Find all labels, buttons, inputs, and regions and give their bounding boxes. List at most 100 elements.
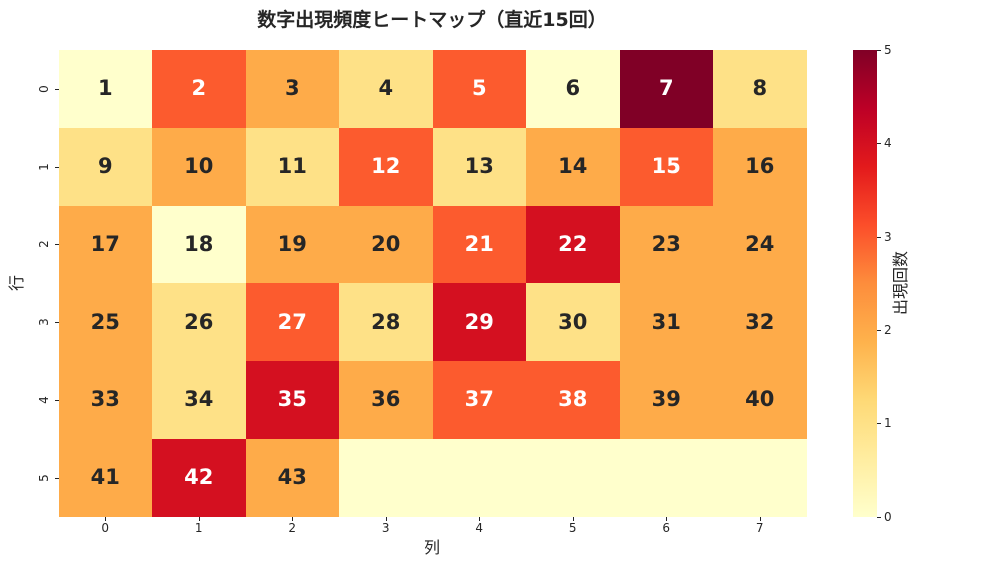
cell-value: 33 (90, 387, 120, 412)
cell-value: 9 (97, 154, 113, 179)
heatmap-cell (526, 438, 620, 517)
heatmap-cell: 10 (152, 127, 246, 206)
y-axis-label: 行 (7, 274, 26, 292)
cell-value: 16 (745, 154, 775, 179)
y-tick-mark (54, 244, 59, 246)
cell-value: 15 (651, 154, 681, 179)
cell-value: 11 (277, 154, 307, 179)
heatmap-cell: 13 (432, 127, 526, 206)
cell-value: 41 (90, 465, 120, 490)
heatmap-cell: 28 (339, 283, 433, 361)
heatmap-cell (619, 438, 713, 517)
heatmap-cell: 25 (58, 283, 152, 361)
y-tick-label: 5 (37, 473, 51, 482)
cell-value: 4 (378, 76, 394, 101)
x-axis-label: 列 (423, 538, 441, 557)
x-tick-label: 7 (755, 521, 764, 535)
heatmap-cell: 15 (619, 127, 713, 206)
cell-value: 17 (90, 231, 120, 256)
cell-value: 31 (651, 309, 681, 334)
colorbar (853, 50, 877, 517)
x-tick-label: 6 (662, 521, 671, 535)
chart-title: 数字出現頻度ヒートマップ（直近15回） (257, 9, 607, 31)
heatmap-cell: 5 (432, 50, 526, 128)
colorbar-label: 出現回数 (891, 250, 910, 316)
y-tick-label: 3 (37, 318, 51, 326)
heatmap-cell: 41 (58, 438, 152, 517)
cell-value: 18 (184, 231, 214, 256)
heatmap-grid: 1 2 3 4 5 6 7 8 9 10 11 12 13 14 15 16 17 18 19 20 21 22 23 24 2… (58, 50, 807, 517)
heatmap-cell: 39 (619, 361, 713, 439)
cell-value: 6 (565, 76, 581, 101)
heatmap-cell (713, 438, 807, 517)
heatmap-cell: 32 (713, 283, 807, 361)
y-tick-mark (54, 166, 59, 168)
x-tick-label: 5 (568, 521, 577, 535)
heatmap-cell: 43 (245, 438, 339, 517)
heatmap-cell: 31 (619, 283, 713, 361)
x-tick-label: 0 (101, 521, 110, 535)
colorbar-tick-label: 3 (884, 229, 892, 244)
heatmap-cell: 1 (58, 50, 152, 128)
colorbar-tick-mark (876, 329, 881, 331)
x-tick-label: 2 (288, 521, 297, 535)
heatmap-cell: 8 (713, 50, 807, 128)
cell-value: 34 (184, 387, 214, 412)
cell-value: 39 (651, 387, 681, 412)
colorbar-tick-label: 5 (884, 43, 892, 57)
heatmap-cell: 12 (339, 127, 433, 206)
heatmap-cell: 9 (58, 127, 152, 206)
cell-value: 25 (90, 309, 120, 334)
colorbar-tick-mark (876, 516, 881, 518)
colorbar-tick-mark (876, 143, 881, 145)
y-tick-mark (54, 399, 59, 401)
x-tick-mark (385, 516, 387, 521)
heatmap-cell: 36 (339, 361, 433, 439)
heatmap-cell: 27 (245, 283, 339, 361)
cell-value: 3 (284, 76, 300, 101)
x-tick-mark (292, 516, 294, 521)
colorbar-tick-mark (876, 423, 881, 425)
cell-value: 42 (184, 465, 214, 490)
y-tick-label: 2 (37, 240, 51, 249)
cell-value: 27 (277, 309, 307, 334)
cell-value: 8 (752, 76, 768, 101)
heatmap-cell: 21 (432, 205, 526, 284)
x-tick-mark (105, 516, 107, 521)
heatmap-cell: 6 (526, 50, 620, 128)
x-tick-mark (479, 516, 481, 521)
heatmap-cell: 16 (713, 127, 807, 206)
colorbar-tick-mark (876, 236, 881, 238)
y-tick-mark (54, 88, 59, 90)
y-tick-mark (54, 477, 59, 479)
x-tick-mark (198, 516, 200, 521)
heatmap-cell: 14 (526, 127, 620, 206)
x-tick-mark (759, 516, 761, 521)
heatmap-cell: 37 (432, 361, 526, 439)
cell-value: 38 (558, 387, 588, 412)
heatmap-cell: 3 (245, 50, 339, 128)
cell-value: 36 (371, 387, 401, 412)
heatmap-cell: 20 (339, 205, 433, 284)
heatmap-cell: 24 (713, 205, 807, 284)
heatmap-cell: 26 (152, 283, 246, 361)
cell-value: 37 (464, 387, 494, 412)
heatmap-cell: 2 (152, 50, 246, 128)
cell-value: 13 (464, 154, 494, 179)
cell-value: 10 (184, 154, 214, 179)
cell-value: 32 (745, 309, 775, 334)
cell-value: 23 (651, 231, 681, 256)
cell-value: 22 (558, 231, 588, 256)
cell-value: 14 (558, 154, 588, 179)
cell-value: 40 (745, 387, 775, 412)
heatmap-cell: 35 (245, 361, 339, 439)
colorbar-tick-label: 0 (884, 509, 892, 524)
cell-value: 21 (464, 231, 494, 256)
heatmap-cell: 29 (432, 283, 526, 361)
colorbar-tick-mark (876, 50, 881, 51)
x-tick-mark (572, 516, 574, 521)
cell-value: 7 (658, 76, 674, 101)
cell-value: 35 (277, 387, 307, 412)
heatmap-cell: 7 (619, 50, 713, 128)
